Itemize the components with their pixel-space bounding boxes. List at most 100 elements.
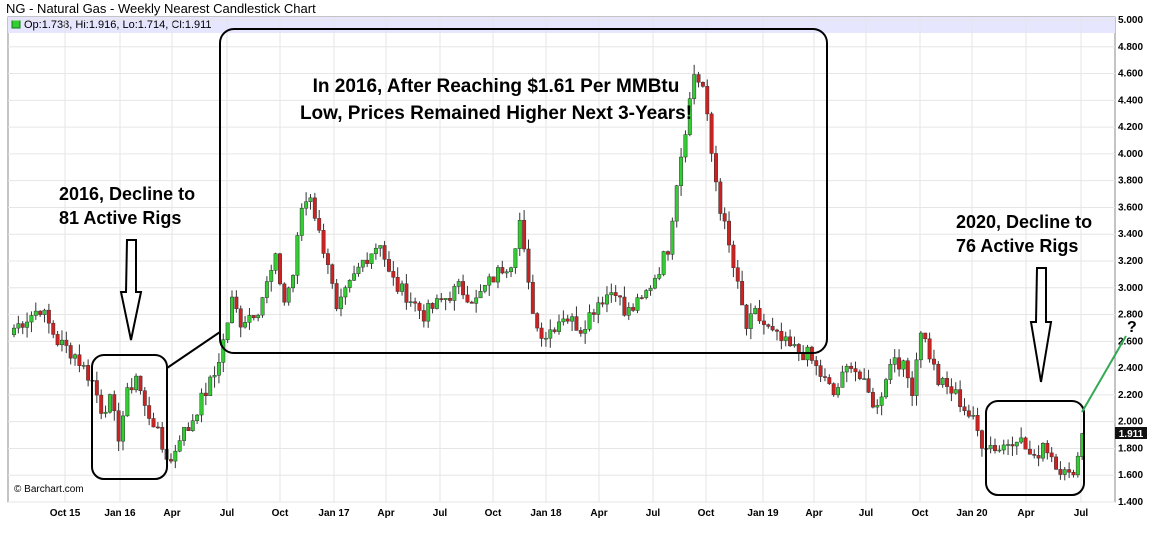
candle-down [1071, 472, 1076, 476]
candle-up [1019, 437, 1024, 443]
candle-down [186, 427, 191, 431]
annotation-main-line1: In 2016, After Reaching $1.61 Per MMBtu [313, 76, 680, 97]
candle-up [299, 207, 304, 236]
candle-up [583, 329, 588, 334]
candles [12, 64, 1085, 481]
candle-down [666, 251, 670, 255]
y-tick-label: 4.000 [1118, 149, 1143, 160]
candle-up [177, 440, 182, 452]
x-tick-label: Apr [1017, 508, 1034, 519]
candle-up [648, 287, 653, 291]
candle-down [591, 312, 596, 315]
candle-down [404, 283, 409, 303]
x-tick-label: Apr [163, 508, 180, 519]
candle-down [38, 310, 43, 315]
candle-down [923, 332, 928, 340]
candle-down [979, 430, 984, 449]
candle-down [116, 410, 121, 442]
candle-down [639, 297, 644, 299]
x-tick-label: Jul [859, 508, 874, 519]
x-axis-ticks: Oct 15 Jan 16 Apr Jul Oct Jan 17 Apr Jul Oct Jan … [50, 508, 1089, 519]
annotation-2016-line2: 81 Active Rigs [59, 208, 181, 228]
candle-down [827, 377, 832, 384]
y-tick-label: 2.600 [1118, 336, 1143, 347]
candle-down [317, 218, 322, 231]
candle-up [243, 322, 248, 328]
candle-up [33, 310, 38, 316]
gridlines [8, 17, 1115, 503]
candle-up [225, 322, 230, 340]
last-price-marker: 1.911 [1115, 427, 1147, 440]
candle-up [596, 302, 601, 315]
candle-up [670, 220, 675, 255]
candle-up [997, 449, 1002, 452]
candle-up [295, 235, 300, 276]
candle-down [578, 330, 583, 334]
candle-down [779, 331, 784, 341]
candle-down [622, 296, 627, 316]
candle-up [674, 185, 679, 222]
candle-down [735, 267, 740, 282]
candle-down [334, 283, 339, 310]
candle-up [844, 365, 849, 373]
candle-down [539, 327, 544, 339]
candle-down [526, 248, 531, 283]
y-tick-label: 3.600 [1118, 202, 1143, 213]
annotation-2016-line1: 2016, Decline to [59, 184, 195, 204]
candle-up [60, 339, 64, 346]
candle-up [587, 312, 592, 330]
candle-down [613, 292, 618, 296]
candle-up [343, 287, 348, 298]
y-tick-label: 4.800 [1118, 42, 1143, 53]
candle-down [147, 405, 152, 419]
candle-up [513, 248, 518, 268]
candle-down [448, 298, 452, 301]
x-tick-label: Apr [377, 508, 394, 519]
candle-up [609, 292, 614, 296]
candle-down [1045, 443, 1050, 454]
candle-down [94, 380, 99, 396]
legend-swatch [11, 19, 21, 29]
candle-down [129, 387, 134, 391]
candle-down [853, 368, 858, 373]
candle-down [565, 318, 570, 322]
candle-up [221, 339, 226, 363]
candle-up [369, 253, 374, 264]
trend-line [1081, 335, 1127, 413]
candle-up [25, 321, 30, 328]
candle-down [766, 324, 771, 327]
candle-up [230, 296, 234, 324]
candle-down [312, 197, 317, 219]
candle-up [836, 387, 840, 396]
candle-down [705, 86, 710, 115]
down-arrow-2020 [1029, 267, 1053, 383]
candle-down [831, 383, 836, 396]
candle-up [918, 332, 923, 361]
candle-down [905, 360, 910, 379]
candle-down [744, 304, 749, 329]
candle-down [1032, 454, 1037, 456]
candle-up [679, 156, 684, 186]
candle-up [400, 283, 404, 292]
candle-down [1067, 469, 1072, 473]
candle-down [391, 271, 396, 278]
candle-up [456, 281, 461, 287]
candle-up [940, 378, 945, 385]
x-tick-label: Oct [912, 508, 929, 519]
candle-up [892, 357, 897, 365]
candle-up [121, 415, 125, 442]
candle-up [687, 98, 692, 135]
candle-down [722, 213, 727, 222]
candle-up [73, 354, 77, 359]
x-tick-label: Oct [698, 508, 715, 519]
y-tick-label: 2.200 [1118, 390, 1143, 401]
candle-up [570, 316, 575, 322]
candle-down [430, 303, 435, 309]
candle-down [86, 365, 91, 381]
candle-down [238, 308, 243, 328]
candle-up [339, 296, 343, 310]
candle-up [190, 420, 195, 431]
candle-up [308, 197, 313, 202]
candle-down [910, 377, 915, 396]
candle-down [1058, 469, 1063, 475]
